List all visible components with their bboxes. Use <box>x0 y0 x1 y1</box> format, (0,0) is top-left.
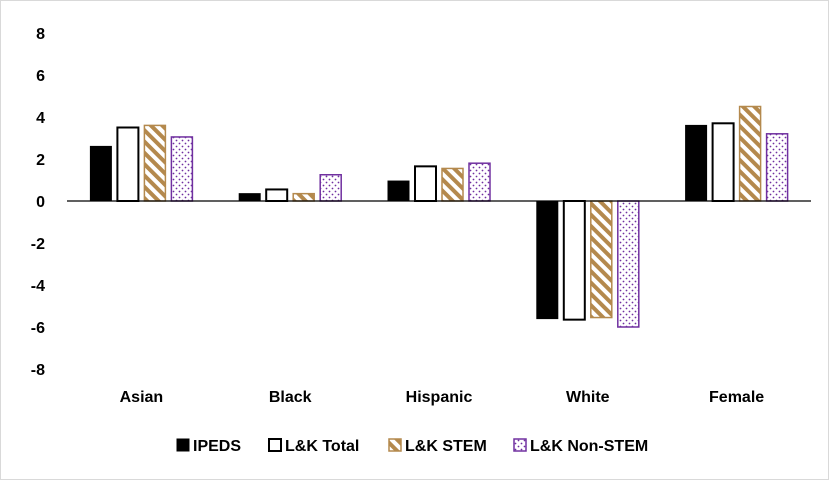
bar-l-k-non-stem-female <box>765 133 789 202</box>
category-label: Hispanic <box>406 389 473 406</box>
category-label: Asian <box>120 389 164 406</box>
category-label: White <box>566 389 610 406</box>
y-tick-label: -8 <box>31 362 45 379</box>
bar-l-k-stem-female <box>738 105 762 202</box>
legend-label: L&K Non-STEM <box>530 438 648 455</box>
bar-ipeds-female <box>685 124 708 202</box>
y-tick-label: 8 <box>36 26 45 43</box>
y-axis-tick-labels: 8 6 4 2 0 -2 -4 -6 -8 <box>31 26 45 379</box>
bars-group <box>89 105 789 328</box>
legend-swatch-l-k-non-stem <box>513 438 527 452</box>
bar-l-k-stem-black <box>292 192 315 202</box>
bar-ipeds-black <box>238 193 261 202</box>
bar-l-k-stem-asian <box>143 124 167 202</box>
legend-swatch-l-k-total <box>268 438 282 452</box>
bar-ipeds-hispanic <box>387 180 410 202</box>
y-tick-label: 6 <box>36 68 45 85</box>
legend: IPEDS L&K Total L&K STEM L&K Non-STEM <box>176 438 648 455</box>
bar-l-k-total-white <box>562 200 586 321</box>
y-tick-label: -4 <box>31 278 45 295</box>
legend-label: IPEDS <box>193 438 241 455</box>
category-label: Female <box>709 389 764 406</box>
category-label: Black <box>269 389 312 406</box>
bar-ipeds-asian <box>89 145 112 202</box>
bar-l-k-total-female <box>711 122 735 202</box>
bar-l-k-non-stem-hispanic <box>468 162 491 202</box>
bar-l-k-non-stem-white <box>617 200 640 328</box>
bar-l-k-non-stem-black <box>319 174 342 202</box>
bar-l-k-total-black <box>265 188 289 202</box>
bar-l-k-stem-hispanic <box>441 167 464 202</box>
bar-l-k-non-stem-asian <box>170 136 194 202</box>
category-labels: Asian Black Hispanic White Female <box>120 389 765 406</box>
y-tick-label: -2 <box>31 236 45 253</box>
legend-label: L&K Total <box>285 438 359 455</box>
y-tick-label: -6 <box>31 320 45 337</box>
legend-swatch-l-k-stem <box>388 438 402 452</box>
legend-swatch-ipeds <box>176 438 190 452</box>
y-tick-label: 0 <box>36 194 45 211</box>
legend-label: L&K STEM <box>405 438 487 455</box>
y-tick-label: 2 <box>36 152 45 169</box>
bar-l-k-total-hispanic <box>414 165 437 203</box>
bar-ipeds-white <box>536 200 559 320</box>
y-tick-label: 4 <box>36 110 45 127</box>
bar-l-k-stem-white <box>590 200 613 319</box>
bar-l-k-total-asian <box>116 126 140 202</box>
